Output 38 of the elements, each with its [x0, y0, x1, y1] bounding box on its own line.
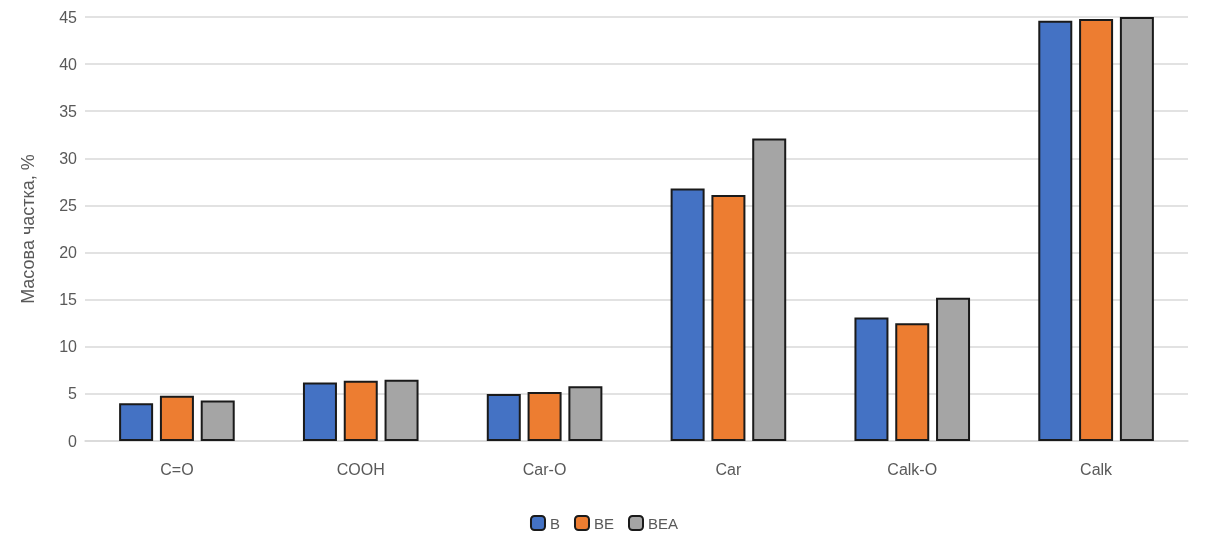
y-tick-label: 25: [59, 196, 78, 214]
y-tick-label: 20: [59, 244, 78, 262]
y-tick-label: 10: [59, 338, 78, 356]
bar: [119, 403, 154, 441]
y-tick-label: 5: [68, 385, 78, 403]
y-tick-label: 0: [68, 432, 78, 450]
legend-label: BEA: [648, 514, 679, 532]
bar: [854, 317, 889, 441]
bar: [1079, 18, 1114, 441]
bar: [895, 323, 930, 441]
y-tick-label: 35: [59, 102, 78, 120]
bar: [1119, 17, 1154, 441]
bar: [752, 138, 787, 441]
bar: [1038, 20, 1073, 441]
y-axis-title: Масова частка, %: [18, 154, 38, 304]
bar: [343, 380, 378, 441]
x-tick-label: C=O: [160, 460, 194, 478]
legend-label: BE: [593, 514, 615, 532]
y-tick-label: 30: [59, 149, 78, 167]
bar: [159, 395, 194, 441]
bar: [936, 297, 971, 441]
bar: [527, 392, 562, 441]
y-tick-label: 40: [59, 55, 78, 73]
bar: [486, 393, 521, 441]
x-tick-label: COOH: [336, 460, 385, 478]
y-tick-label: 15: [59, 291, 78, 309]
bar: [302, 382, 337, 441]
bar: [568, 386, 603, 441]
x-tick-label: Car: [715, 460, 742, 478]
x-tick-label: Car-O: [522, 460, 567, 478]
bar: [384, 379, 419, 441]
bar: [200, 400, 235, 441]
legend-label: B: [549, 514, 560, 532]
y-tick-label: 45: [59, 8, 78, 26]
x-tick-label: Calk-O: [887, 460, 938, 478]
x-tick-label: Calk: [1080, 460, 1114, 478]
bar: [711, 195, 746, 441]
bar: [670, 188, 705, 441]
